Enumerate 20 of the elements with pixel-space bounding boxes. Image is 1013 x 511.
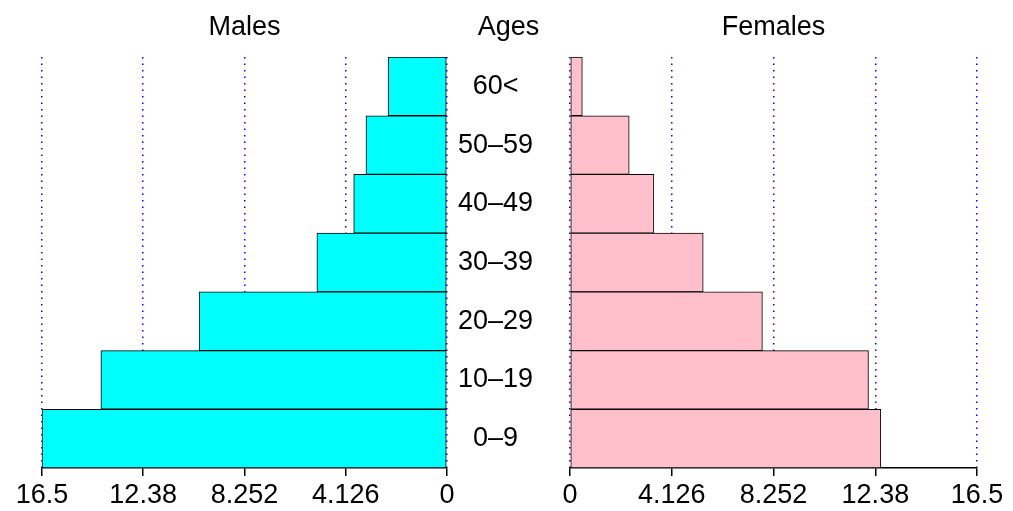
x-tick-label: 4.126 — [311, 478, 380, 509]
x-tick-label: 8.252 — [739, 478, 808, 509]
chart-title: Females — [721, 11, 826, 42]
y-tick-label: 40–49 — [457, 187, 534, 218]
x-tick-label: 8.252 — [210, 478, 279, 509]
x-tick-label: 4.126 — [637, 478, 706, 509]
x-tick-label: 0 — [562, 478, 578, 509]
y-tick-label: 10–19 — [457, 363, 534, 394]
y-axis-title: Ages — [477, 11, 540, 42]
x-tick-label: 16.5 — [15, 478, 69, 509]
y-tick-label: 0–9 — [473, 422, 519, 453]
y-tick-label: 20–29 — [457, 304, 534, 335]
y-tick-label: 30–39 — [457, 245, 534, 276]
x-tick-label: 16.5 — [950, 478, 1004, 509]
x-tick-label: 12.38 — [109, 478, 177, 509]
y-tick-label: 50–59 — [457, 128, 534, 159]
chart-title: Males — [208, 11, 281, 42]
x-tick-label: 0 — [439, 478, 455, 509]
y-tick-label: 60< — [472, 69, 519, 100]
x-tick-label: 12.38 — [841, 478, 910, 509]
